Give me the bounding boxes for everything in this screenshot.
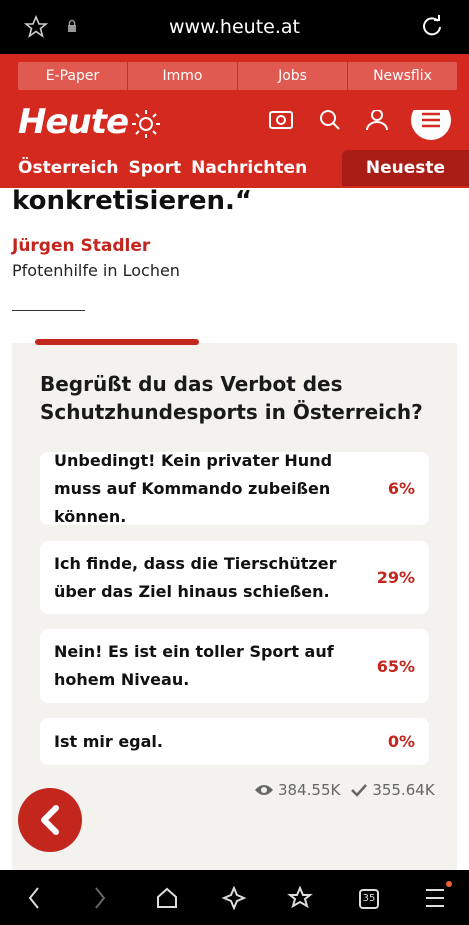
tab[interactable]: Jobs bbox=[238, 62, 348, 90]
author: Jürgen Stadler bbox=[12, 236, 151, 256]
tab[interactable]: Newsflix bbox=[373, 68, 432, 84]
option-text: Ist mir egal. bbox=[54, 731, 163, 751]
poll-option[interactable]: Unbedingt! Kein privater Hund muss auf K… bbox=[40, 451, 429, 526]
url[interactable]: www.heute.at bbox=[169, 16, 300, 38]
browser-bar: www.heute.at bbox=[0, 0, 469, 54]
back-icon bbox=[41, 805, 59, 835]
votes-icon bbox=[351, 784, 368, 797]
option-text: Unbedingt! Kein privater Hund muss auf K… bbox=[54, 450, 333, 526]
top-tabs: E-Paper Immo Jobs Newsflix bbox=[18, 62, 457, 90]
option-text: Ich finde, dass die Tierschützer über da… bbox=[54, 553, 337, 601]
poll-question: Begrüßt du das Verbot des Schutzhundespo… bbox=[40, 372, 423, 424]
browser-nav: 35 bbox=[0, 870, 469, 925]
option-percent: 6% bbox=[387, 479, 415, 498]
active-section[interactable]: Neueste bbox=[342, 150, 469, 186]
section-nav: Österreich Sport Nachrichten bbox=[18, 158, 307, 178]
nav-icons bbox=[28, 881, 452, 911]
tab[interactable]: E-Paper bbox=[18, 62, 128, 90]
logo[interactable]: Heute bbox=[18, 102, 129, 142]
option-percent: 29% bbox=[376, 568, 415, 587]
section-link[interactable]: Österreich bbox=[18, 158, 119, 178]
option-text: Nein! Es ist ein toller Sport auf hohem … bbox=[54, 642, 334, 689]
quote-end: konkretisieren.“ bbox=[12, 186, 253, 216]
site-header: E-Paper Immo Jobs Newsflix Heute Österre… bbox=[0, 54, 469, 188]
separator bbox=[12, 310, 85, 311]
tab-count: 35 bbox=[362, 893, 376, 904]
poll-accent bbox=[35, 339, 199, 345]
header-icons bbox=[132, 110, 451, 140]
poll-stats: 384.55K 355.64K bbox=[254, 781, 435, 799]
tab[interactable]: Immo bbox=[128, 62, 238, 90]
option-percent: 65% bbox=[376, 656, 415, 676]
option-percent: 0% bbox=[387, 732, 415, 751]
back-button[interactable] bbox=[18, 788, 82, 852]
section-link[interactable]: Sport bbox=[128, 158, 182, 178]
poll-option[interactable]: Ist mir egal. 0% bbox=[40, 718, 429, 765]
views: 384.55K bbox=[278, 781, 341, 799]
poll-option[interactable]: Nein! Es ist ein toller Sport auf hohem … bbox=[40, 629, 429, 703]
votes: 355.64K bbox=[372, 781, 435, 799]
poll-option[interactable]: Ich finde, dass die Tierschützer über da… bbox=[40, 541, 429, 614]
reload-icon[interactable] bbox=[420, 15, 444, 39]
views-icon bbox=[255, 785, 273, 795]
browser-icons bbox=[24, 15, 76, 38]
author-role: Pfotenhilfe in Lochen bbox=[12, 261, 180, 280]
section-link[interactable]: Nachrichten bbox=[191, 158, 308, 178]
